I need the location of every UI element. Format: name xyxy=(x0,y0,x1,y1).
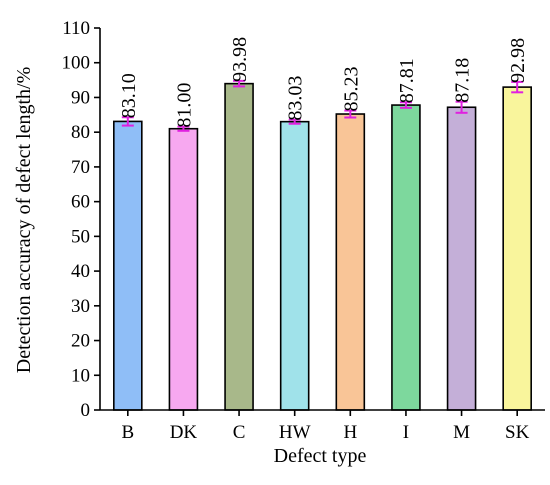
bar-C xyxy=(224,82,254,411)
y-tick-label-20: 20 xyxy=(71,331,90,352)
bar-DK xyxy=(168,127,199,411)
y-tick-label-110: 110 xyxy=(62,18,90,39)
bar-HW xyxy=(279,120,310,411)
bar-M xyxy=(446,106,477,411)
data-label-HW: 83.03 xyxy=(285,76,307,121)
bar-I xyxy=(391,104,421,411)
y-tick-label-100: 100 xyxy=(62,53,91,74)
data-label-SK: 92.98 xyxy=(507,38,529,83)
y-tick-label-30: 30 xyxy=(71,296,90,317)
data-label-M: 87.18 xyxy=(452,58,474,103)
x-tick-label-DK: DK xyxy=(170,422,198,443)
y-tick-label-60: 60 xyxy=(71,192,90,213)
labels-layer: 83.10 B 81.00 DK 93.98 C 83.03 HW 85.23 H 87.81 I 87… xyxy=(62,18,530,443)
x-tick-label-H: H xyxy=(343,422,357,443)
x-tick-label-M: M xyxy=(453,422,470,443)
y-tick-label-90: 90 xyxy=(71,87,90,108)
x-tick-label-HW: HW xyxy=(279,422,311,443)
bar-SK xyxy=(502,86,532,411)
x-tick-label-C: C xyxy=(233,422,246,443)
y-tick-label-0: 0 xyxy=(81,400,91,421)
bars-layer xyxy=(113,79,532,411)
data-label-B: 83.10 xyxy=(118,73,140,118)
data-label-DK: 81.00 xyxy=(173,83,195,128)
x-tick-label-B: B xyxy=(121,422,134,443)
y-tick-label-70: 70 xyxy=(71,157,90,178)
y-tick-label-10: 10 xyxy=(71,365,90,386)
x-tick-label-I: I xyxy=(403,422,409,443)
data-label-I: 87.81 xyxy=(396,58,418,103)
y-tick-label-80: 80 xyxy=(71,122,90,143)
y-tick-label-50: 50 xyxy=(71,226,90,247)
data-label-C: 93.98 xyxy=(229,37,251,82)
axes-layer xyxy=(94,27,545,416)
x-axis-title: Defect type xyxy=(274,445,367,467)
data-label-H: 85.23 xyxy=(340,67,362,112)
y-tick-label-40: 40 xyxy=(71,261,90,282)
bar-H xyxy=(335,113,366,411)
bar-B xyxy=(113,120,143,411)
x-tick-label-SK: SK xyxy=(505,422,530,443)
y-axis-title: Detection accuracy of defect length/% xyxy=(13,67,35,374)
